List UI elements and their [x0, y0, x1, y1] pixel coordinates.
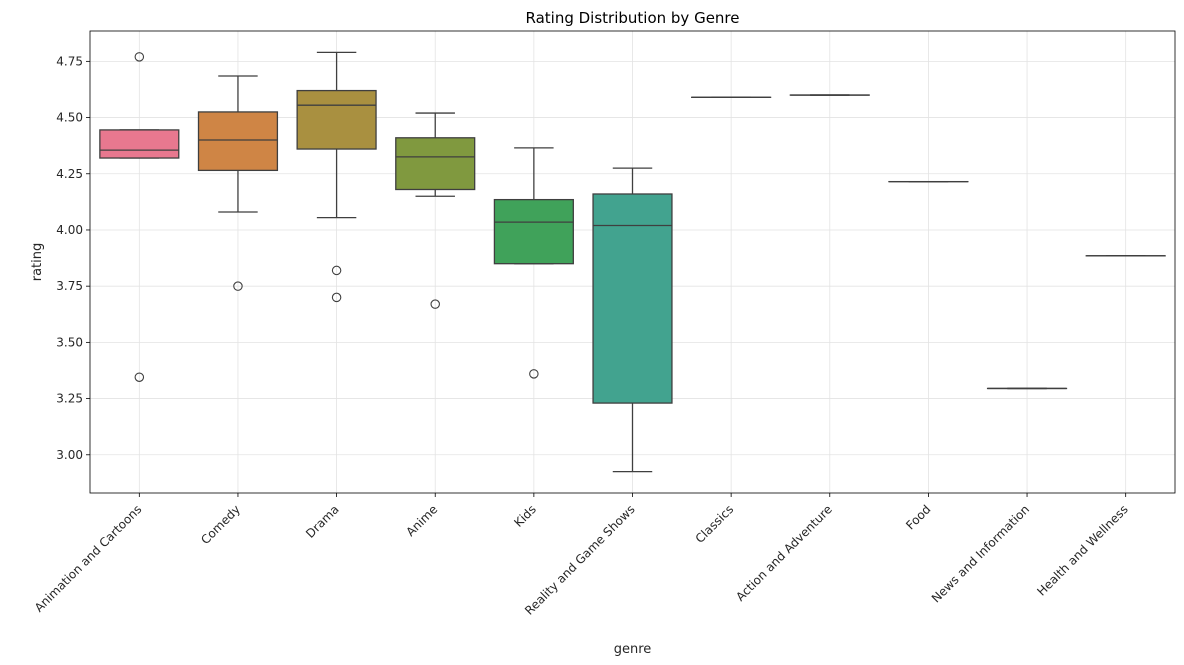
y-tick-label: 4.50	[56, 111, 83, 125]
x-tick-label: Kids	[511, 502, 539, 530]
x-tick-label: Classics	[693, 502, 737, 546]
x-tick-label: Health and Wellness	[1034, 502, 1130, 598]
x-tick-label: Drama	[303, 502, 342, 541]
y-tick-label: 4.25	[56, 167, 83, 181]
box-body	[493, 198, 574, 265]
x-tick-label: Comedy	[198, 502, 243, 547]
boxes	[99, 51, 1166, 473]
box-3	[296, 51, 377, 303]
y-tick-label: 4.00	[56, 223, 83, 237]
outlier-point	[134, 52, 145, 62]
box-body	[592, 193, 673, 404]
box-body	[99, 129, 180, 159]
box-body	[296, 89, 377, 150]
y-tick-label: 4.75	[56, 54, 83, 68]
x-tick-label: Reality and Game Shows	[522, 502, 638, 618]
box-1	[99, 52, 180, 382]
x-tick-label: Animation and Cartoons	[32, 502, 145, 615]
box-body	[197, 111, 279, 172]
y-axis-label: rating	[30, 243, 45, 282]
x-axis-ticks: Animation and Cartoons Comedy Drama Anime Ki…	[32, 493, 1131, 618]
x-tick-label: News and Information	[929, 502, 1032, 605]
box-4	[395, 112, 476, 309]
box-2	[197, 75, 279, 291]
x-tick-label: Food	[903, 502, 933, 532]
outlier-point	[233, 281, 243, 291]
box-5	[493, 147, 574, 379]
outlier-point	[134, 372, 145, 382]
y-axis-ticks: 3.00 3.25 3.50 3.75 4.00 4.25 4.50 4.75	[56, 54, 90, 462]
y-tick-label: 3.00	[56, 448, 83, 462]
outlier-point	[529, 369, 539, 379]
y-tick-label: 3.50	[56, 335, 83, 349]
x-axis-label: genre	[614, 642, 652, 657]
outlier-point	[331, 292, 342, 303]
box-body	[395, 137, 476, 191]
outlier-point	[331, 265, 342, 276]
box-6	[592, 167, 673, 473]
outlier-point	[430, 299, 440, 309]
x-tick-label: Action and Adventure	[733, 502, 835, 604]
y-tick-label: 3.25	[56, 392, 83, 406]
y-tick-label: 3.75	[56, 279, 83, 293]
x-tick-label: Anime	[403, 502, 440, 539]
chart-title: Rating Distribution by Genre	[526, 9, 740, 27]
